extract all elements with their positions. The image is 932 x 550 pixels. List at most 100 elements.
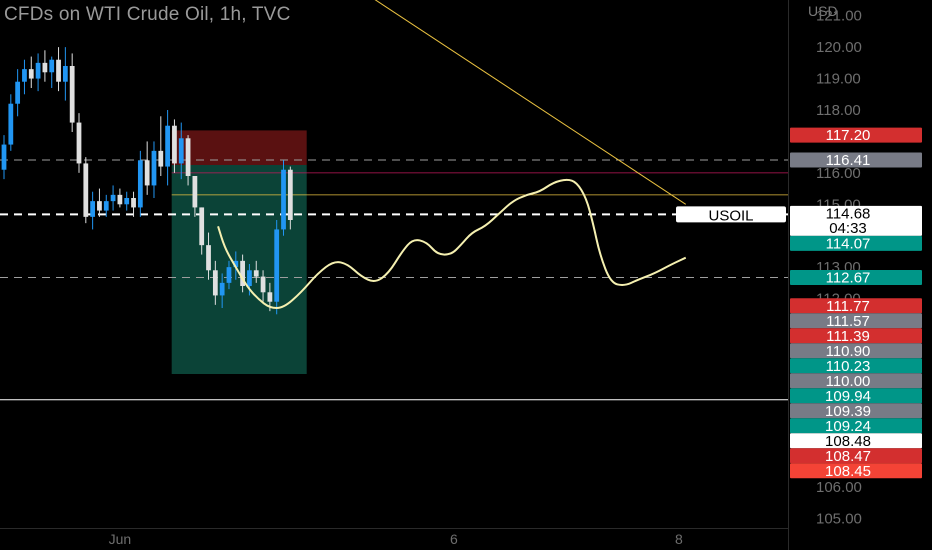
price-label: 111.77 bbox=[790, 298, 922, 315]
price-label-bg bbox=[790, 127, 922, 143]
candle-body bbox=[178, 138, 184, 164]
y-tick-label: 106.00 bbox=[816, 479, 862, 496]
candle bbox=[42, 50, 48, 82]
price-label-bg bbox=[790, 270, 922, 286]
candle-body bbox=[212, 270, 218, 296]
candle-body bbox=[137, 160, 143, 208]
candle-body bbox=[185, 138, 191, 176]
candle bbox=[185, 135, 191, 186]
candle bbox=[151, 141, 157, 198]
price-label: 114.07 bbox=[790, 235, 922, 252]
candle-body bbox=[260, 276, 266, 293]
y-tick-label: 119.00 bbox=[816, 71, 861, 88]
price-label: 112.67 bbox=[790, 270, 922, 287]
candle bbox=[260, 270, 266, 302]
candle-body bbox=[274, 229, 280, 302]
price-label: 117.20 bbox=[790, 127, 922, 144]
price-label: 110.23 bbox=[790, 358, 922, 375]
countdown-text: 04:33 bbox=[829, 220, 867, 237]
candle bbox=[76, 113, 82, 173]
candle-body bbox=[117, 194, 123, 205]
candle bbox=[97, 188, 102, 217]
candle-body bbox=[281, 169, 286, 230]
candle-body bbox=[90, 201, 96, 217]
candle bbox=[15, 69, 21, 117]
price-label-text: 110.00 bbox=[826, 373, 871, 390]
price-label-bg bbox=[790, 448, 922, 464]
candle bbox=[206, 232, 211, 280]
x-tick-label: Jun bbox=[109, 531, 132, 547]
price-label-bg bbox=[790, 388, 922, 404]
price-label-text: 108.45 bbox=[825, 463, 871, 480]
candle bbox=[22, 59, 27, 95]
candle bbox=[144, 141, 150, 195]
price-label: 108.45 bbox=[790, 463, 922, 480]
candle bbox=[219, 273, 225, 308]
projection-path bbox=[217, 178, 687, 310]
price-label-text: 109.39 bbox=[825, 403, 871, 420]
price-label-text: 111.57 bbox=[826, 313, 870, 330]
take-profit-zone bbox=[171, 165, 307, 374]
price-label-bg bbox=[790, 313, 922, 329]
price-label: 111.39 bbox=[790, 328, 922, 345]
candle bbox=[199, 207, 205, 255]
candle-body bbox=[206, 245, 211, 271]
price-label: 109.94 bbox=[790, 388, 922, 405]
candle-body bbox=[56, 59, 61, 82]
chart-title: CFDs on WTI Crude Oil, 1h, TVC bbox=[4, 4, 291, 25]
price-label-bg bbox=[790, 418, 922, 434]
stop-loss-zone bbox=[171, 130, 307, 165]
candle bbox=[62, 47, 68, 101]
symbol-tag-bg bbox=[676, 206, 786, 223]
candle bbox=[28, 56, 34, 88]
candle bbox=[274, 220, 280, 315]
y-tick-label: 118.00 bbox=[816, 102, 861, 119]
candle-body bbox=[253, 270, 259, 277]
candle-body bbox=[15, 81, 21, 104]
y-tick-label: 116.00 bbox=[816, 165, 861, 182]
price-label: 109.39 bbox=[790, 403, 922, 420]
candle bbox=[8, 94, 14, 151]
candle-body bbox=[267, 292, 273, 302]
trendline bbox=[374, 0, 687, 205]
symbol-tag: USOIL bbox=[676, 206, 786, 224]
candle-body bbox=[1, 144, 7, 170]
x-tick-label: 8 bbox=[675, 531, 683, 547]
price-label-text: 114.68 bbox=[826, 205, 871, 222]
candle bbox=[240, 254, 245, 293]
price-label-bg bbox=[790, 205, 922, 236]
price-label-bg bbox=[790, 235, 922, 251]
candle bbox=[83, 157, 89, 224]
candle-body bbox=[287, 169, 293, 220]
candle bbox=[178, 122, 184, 180]
symbol-tag-text: USOIL bbox=[708, 207, 753, 224]
candle-body bbox=[247, 270, 252, 286]
price-label-bg bbox=[790, 433, 922, 449]
candle-body bbox=[42, 62, 48, 73]
price-label-text: 109.94 bbox=[825, 388, 871, 405]
candle-body bbox=[22, 69, 27, 82]
candle bbox=[56, 47, 61, 92]
candle bbox=[253, 260, 259, 283]
candle-body bbox=[199, 207, 205, 246]
candle bbox=[226, 260, 232, 290]
candle bbox=[69, 53, 75, 132]
candle bbox=[1, 135, 7, 180]
candle bbox=[49, 56, 55, 88]
price-label: 108.48 bbox=[790, 433, 922, 450]
price-label-text: 111.77 bbox=[826, 298, 870, 315]
candle bbox=[110, 185, 116, 211]
candle-body bbox=[69, 66, 75, 123]
candle-body bbox=[151, 150, 157, 186]
price-label-text: 112.67 bbox=[826, 270, 871, 287]
candle-body bbox=[62, 66, 68, 82]
price-label-bg bbox=[790, 373, 922, 389]
price-label: 109.24 bbox=[790, 418, 922, 435]
candle-body bbox=[144, 160, 150, 186]
price-label-bg bbox=[790, 463, 922, 479]
candle bbox=[103, 194, 109, 217]
candle bbox=[158, 116, 164, 176]
candle bbox=[281, 160, 286, 236]
price-label-bg bbox=[790, 152, 922, 168]
